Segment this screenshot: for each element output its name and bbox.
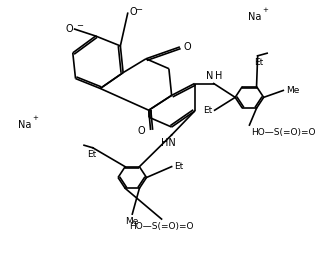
- Text: Et: Et: [255, 58, 264, 67]
- Text: HN: HN: [161, 138, 176, 148]
- Text: Na: Na: [248, 12, 261, 22]
- Text: Et: Et: [87, 150, 96, 159]
- Text: Na: Na: [18, 120, 32, 130]
- Text: +: +: [262, 7, 268, 13]
- Text: O: O: [183, 42, 191, 52]
- Text: H: H: [215, 71, 223, 81]
- Text: Et: Et: [174, 162, 183, 171]
- Text: HO—S(=O)=O: HO—S(=O)=O: [129, 222, 194, 231]
- Text: O: O: [138, 126, 145, 136]
- Text: +: +: [32, 115, 39, 121]
- Text: O: O: [65, 24, 73, 34]
- Text: Me: Me: [286, 86, 299, 95]
- Text: O: O: [129, 7, 137, 17]
- Text: N: N: [206, 71, 214, 81]
- Text: −: −: [76, 21, 83, 30]
- Text: −: −: [135, 5, 142, 14]
- Text: HO—S(=O)=O: HO—S(=O)=O: [251, 128, 315, 137]
- Text: Me: Me: [126, 217, 139, 226]
- Text: Et: Et: [203, 106, 212, 115]
